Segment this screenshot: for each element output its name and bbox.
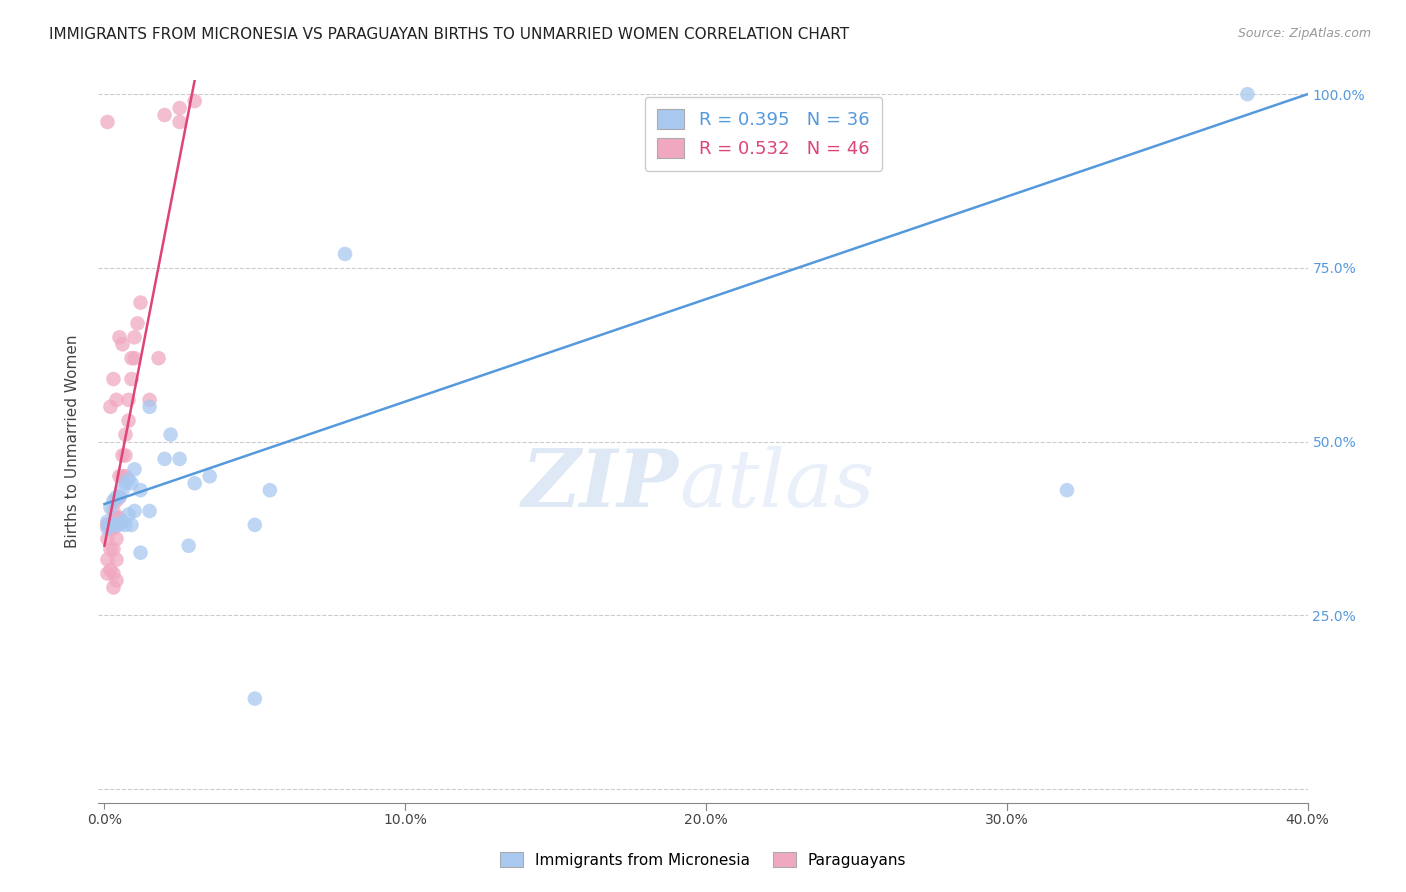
Point — [105, 532, 128, 546]
Text: atlas: atlas — [679, 446, 875, 524]
Point — [103, 517, 125, 532]
Point — [124, 330, 146, 344]
Point — [124, 462, 146, 476]
Point — [121, 517, 143, 532]
Point — [138, 504, 160, 518]
Point — [111, 483, 134, 498]
Point — [117, 508, 139, 522]
Point — [111, 337, 134, 351]
Point — [96, 517, 118, 532]
Point — [129, 295, 152, 310]
Point — [111, 469, 134, 483]
Y-axis label: Births to Unmarried Women: Births to Unmarried Women — [65, 334, 80, 549]
Point — [105, 392, 128, 407]
Point — [103, 372, 125, 386]
Text: ZIP: ZIP — [522, 446, 679, 524]
Point — [108, 490, 131, 504]
Point — [117, 473, 139, 487]
Point — [103, 542, 125, 557]
Point — [103, 581, 125, 595]
Point — [117, 414, 139, 428]
Point — [153, 108, 176, 122]
Point — [100, 521, 122, 535]
Point — [103, 493, 125, 508]
Point — [96, 521, 118, 535]
Point — [108, 517, 131, 532]
Point — [153, 451, 176, 466]
Point — [114, 427, 136, 442]
Point — [1236, 87, 1258, 102]
Point — [111, 515, 134, 529]
Point — [114, 476, 136, 491]
Point — [333, 247, 356, 261]
Point — [138, 400, 160, 414]
Point — [117, 392, 139, 407]
Point — [96, 517, 118, 532]
Point — [169, 115, 191, 129]
Point — [108, 469, 131, 483]
Point — [108, 330, 131, 344]
Point — [1056, 483, 1078, 498]
Point — [121, 476, 143, 491]
Point — [121, 372, 143, 386]
Point — [100, 542, 122, 557]
Point — [105, 490, 128, 504]
Point — [177, 539, 200, 553]
Point — [96, 552, 118, 566]
Point — [96, 566, 118, 581]
Point — [243, 691, 266, 706]
Point — [105, 511, 128, 525]
Point — [96, 515, 118, 529]
Point — [121, 351, 143, 366]
Point — [96, 532, 118, 546]
Point — [105, 517, 128, 532]
Point — [103, 504, 125, 518]
Point — [159, 427, 181, 442]
Point — [108, 490, 131, 504]
Point — [129, 546, 152, 560]
Point — [169, 451, 191, 466]
Point — [103, 566, 125, 581]
Point — [114, 469, 136, 483]
Point — [96, 115, 118, 129]
Point — [183, 476, 205, 491]
Point — [105, 552, 128, 566]
Point — [198, 469, 221, 483]
Point — [124, 504, 146, 518]
Point — [138, 392, 160, 407]
Point — [259, 483, 281, 498]
Legend: R = 0.395   N = 36, R = 0.532   N = 46: R = 0.395 N = 36, R = 0.532 N = 46 — [645, 96, 882, 170]
Point — [100, 500, 122, 515]
Point — [100, 400, 122, 414]
Point — [105, 574, 128, 588]
Legend: Immigrants from Micronesia, Paraguayans: Immigrants from Micronesia, Paraguayans — [492, 844, 914, 875]
Point — [111, 449, 134, 463]
Text: Source: ZipAtlas.com: Source: ZipAtlas.com — [1237, 27, 1371, 40]
Point — [108, 511, 131, 525]
Point — [114, 517, 136, 532]
Point — [105, 493, 128, 508]
Point — [100, 517, 122, 532]
Text: IMMIGRANTS FROM MICRONESIA VS PARAGUAYAN BIRTHS TO UNMARRIED WOMEN CORRELATION C: IMMIGRANTS FROM MICRONESIA VS PARAGUAYAN… — [49, 27, 849, 42]
Point — [114, 449, 136, 463]
Point — [183, 94, 205, 108]
Point — [124, 351, 146, 366]
Point — [127, 317, 149, 331]
Point — [129, 483, 152, 498]
Point — [169, 101, 191, 115]
Point — [243, 517, 266, 532]
Point — [100, 563, 122, 577]
Point — [103, 521, 125, 535]
Point — [148, 351, 170, 366]
